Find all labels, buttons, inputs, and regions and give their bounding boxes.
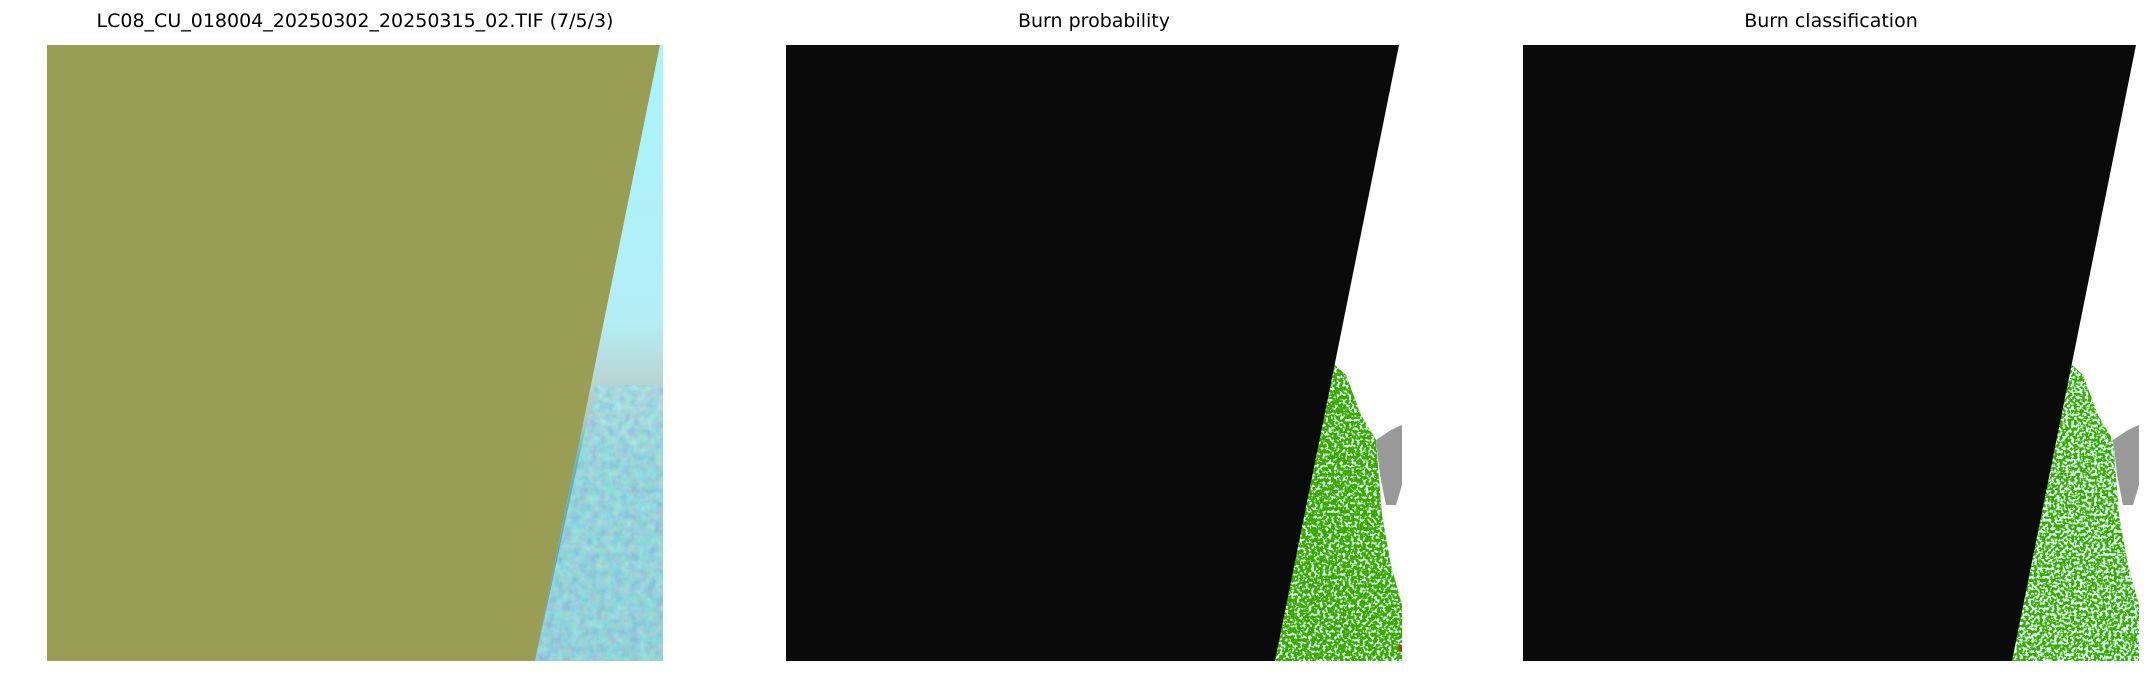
probability-low-area (1275, 364, 1402, 661)
high-probability-pixel (1399, 645, 1402, 651)
masked-area (2113, 425, 2139, 505)
burn-classification-panel (1523, 45, 2139, 661)
nodata-area (47, 45, 660, 661)
scene-land-texture (535, 385, 663, 661)
nodata-area (1523, 45, 2136, 661)
burn-probability-panel (786, 45, 1402, 661)
panel-title-composite: LC08_CU_018004_20250302_20250315_02.TIF … (96, 10, 614, 32)
nodata-area (786, 45, 1399, 661)
panel-title-burn-classification: Burn classification (1744, 10, 1918, 32)
panel-title-burn-probability: Burn probability (1017, 10, 1170, 32)
unburned-area (2012, 364, 2139, 661)
masked-area (1376, 425, 1402, 505)
composite-image-panel (47, 45, 663, 661)
